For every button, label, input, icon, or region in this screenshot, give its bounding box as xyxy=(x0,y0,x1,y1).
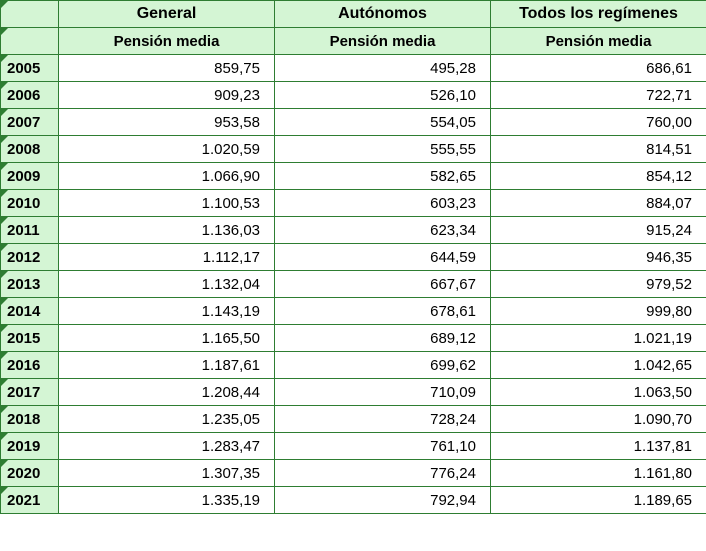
year-cell: 2021 xyxy=(1,487,59,514)
data-cell: 814,51 xyxy=(491,136,706,163)
data-cell: 667,67 xyxy=(275,271,491,298)
table-row: 2006909,23526,10722,71 xyxy=(1,82,706,109)
year-cell: 2020 xyxy=(1,460,59,487)
data-cell: 1.208,44 xyxy=(59,379,275,406)
table-row: 20201.307,35776,241.161,80 xyxy=(1,460,706,487)
data-cell: 1.143,19 xyxy=(59,298,275,325)
data-cell: 760,00 xyxy=(491,109,706,136)
data-cell: 1.137,81 xyxy=(491,433,706,460)
data-cell: 686,61 xyxy=(491,55,706,82)
data-cell: 555,55 xyxy=(275,136,491,163)
data-cell: 1.283,47 xyxy=(59,433,275,460)
table-row: 20091.066,90582,65854,12 xyxy=(1,163,706,190)
data-cell: 554,05 xyxy=(275,109,491,136)
table-row: 20181.235,05728,241.090,70 xyxy=(1,406,706,433)
data-cell: 859,75 xyxy=(59,55,275,82)
year-cell: 2009 xyxy=(1,163,59,190)
table-row: 20191.283,47761,101.137,81 xyxy=(1,433,706,460)
pension-table: General Autónomos Todos los regímenes Pe… xyxy=(0,0,706,514)
year-cell: 2013 xyxy=(1,271,59,298)
year-cell: 2015 xyxy=(1,325,59,352)
data-cell: 1.066,90 xyxy=(59,163,275,190)
table-row: 20131.132,04667,67979,52 xyxy=(1,271,706,298)
data-cell: 1.100,53 xyxy=(59,190,275,217)
data-cell: 699,62 xyxy=(275,352,491,379)
corner-cell-2 xyxy=(1,28,59,55)
data-cell: 1.235,05 xyxy=(59,406,275,433)
year-cell: 2006 xyxy=(1,82,59,109)
col-header-general: General xyxy=(59,1,275,28)
year-cell: 2016 xyxy=(1,352,59,379)
data-cell: 776,24 xyxy=(275,460,491,487)
year-cell: 2011 xyxy=(1,217,59,244)
table-body: 2005859,75495,28686,612006909,23526,1072… xyxy=(1,55,706,514)
data-cell: 1.021,19 xyxy=(491,325,706,352)
data-cell: 722,71 xyxy=(491,82,706,109)
year-cell: 2014 xyxy=(1,298,59,325)
data-cell: 495,28 xyxy=(275,55,491,82)
col-subheader-1: Pensión media xyxy=(275,28,491,55)
data-cell: 1.307,35 xyxy=(59,460,275,487)
year-cell: 2007 xyxy=(1,109,59,136)
table-row: 20171.208,44710,091.063,50 xyxy=(1,379,706,406)
data-cell: 1.165,50 xyxy=(59,325,275,352)
col-header-autonomos: Autónomos xyxy=(275,1,491,28)
col-subheader-2: Pensión media xyxy=(491,28,706,55)
year-cell: 2010 xyxy=(1,190,59,217)
data-cell: 953,58 xyxy=(59,109,275,136)
header-row-sub: Pensión media Pensión media Pensión medi… xyxy=(1,28,706,55)
data-cell: 526,10 xyxy=(275,82,491,109)
data-cell: 1.189,65 xyxy=(491,487,706,514)
year-cell: 2008 xyxy=(1,136,59,163)
data-cell: 582,65 xyxy=(275,163,491,190)
data-cell: 1.090,70 xyxy=(491,406,706,433)
corner-cell-1 xyxy=(1,1,59,28)
data-cell: 909,23 xyxy=(59,82,275,109)
table-row: 20161.187,61699,621.042,65 xyxy=(1,352,706,379)
table-row: 20081.020,59555,55814,51 xyxy=(1,136,706,163)
year-cell: 2018 xyxy=(1,406,59,433)
data-cell: 792,94 xyxy=(275,487,491,514)
data-cell: 1.063,50 xyxy=(491,379,706,406)
data-cell: 979,52 xyxy=(491,271,706,298)
data-cell: 884,07 xyxy=(491,190,706,217)
data-cell: 915,24 xyxy=(491,217,706,244)
table-row: 2007953,58554,05760,00 xyxy=(1,109,706,136)
data-cell: 728,24 xyxy=(275,406,491,433)
data-cell: 623,34 xyxy=(275,217,491,244)
data-cell: 999,80 xyxy=(491,298,706,325)
data-cell: 761,10 xyxy=(275,433,491,460)
data-cell: 710,09 xyxy=(275,379,491,406)
data-cell: 854,12 xyxy=(491,163,706,190)
header-row-groups: General Autónomos Todos los regímenes xyxy=(1,1,706,28)
data-cell: 1.112,17 xyxy=(59,244,275,271)
year-cell: 2005 xyxy=(1,55,59,82)
table-row: 20101.100,53603,23884,07 xyxy=(1,190,706,217)
data-cell: 1.020,59 xyxy=(59,136,275,163)
year-cell: 2017 xyxy=(1,379,59,406)
table-row: 20111.136,03623,34915,24 xyxy=(1,217,706,244)
data-cell: 603,23 xyxy=(275,190,491,217)
data-cell: 1.161,80 xyxy=(491,460,706,487)
pension-table-container: General Autónomos Todos los regímenes Pe… xyxy=(0,0,706,514)
data-cell: 644,59 xyxy=(275,244,491,271)
col-subheader-0: Pensión media xyxy=(59,28,275,55)
data-cell: 689,12 xyxy=(275,325,491,352)
data-cell: 1.132,04 xyxy=(59,271,275,298)
year-cell: 2012 xyxy=(1,244,59,271)
data-cell: 1.187,61 xyxy=(59,352,275,379)
data-cell: 1.335,19 xyxy=(59,487,275,514)
col-header-todos: Todos los regímenes xyxy=(491,1,706,28)
data-cell: 1.136,03 xyxy=(59,217,275,244)
year-cell: 2019 xyxy=(1,433,59,460)
data-cell: 678,61 xyxy=(275,298,491,325)
data-cell: 946,35 xyxy=(491,244,706,271)
table-row: 20211.335,19792,941.189,65 xyxy=(1,487,706,514)
table-row: 20151.165,50689,121.021,19 xyxy=(1,325,706,352)
table-row: 2005859,75495,28686,61 xyxy=(1,55,706,82)
data-cell: 1.042,65 xyxy=(491,352,706,379)
table-row: 20121.112,17644,59946,35 xyxy=(1,244,706,271)
table-row: 20141.143,19678,61999,80 xyxy=(1,298,706,325)
